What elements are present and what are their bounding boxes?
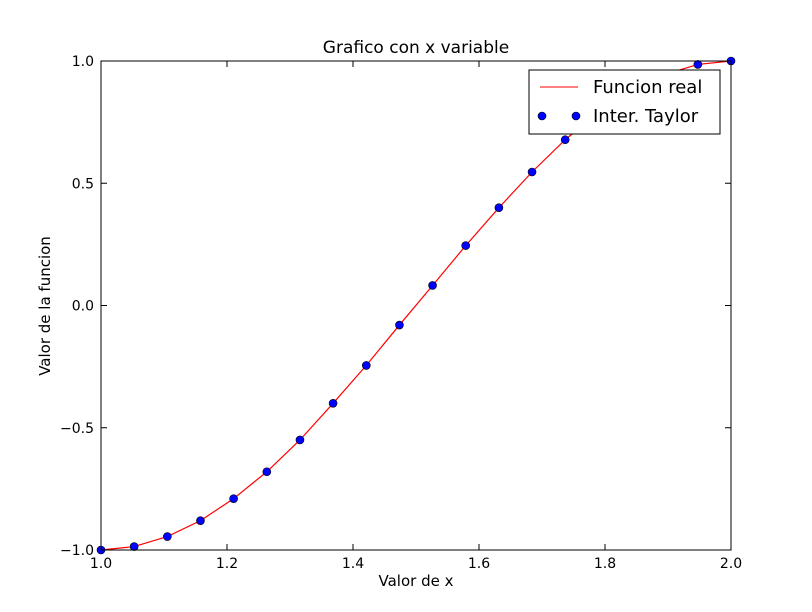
data-point-inter-taylor [461,241,471,250]
series-marker-layer [96,56,736,555]
y-tick-label: −0.5 [60,421,94,437]
x-tick-label: 1.6 [468,556,490,572]
data-point-inter-taylor [129,542,139,551]
y-tick-label: −1.0 [60,543,94,559]
tick-layer: 1.0 1.2 1.4 1.6 1.8 2.0 −1.0 −0.5 0.0 0.5 1.0 [60,54,742,572]
data-point-inter-taylor [295,435,305,445]
chart-title: Grafico con x variable [323,38,509,58]
data-point-inter-taylor [527,167,537,177]
legend-label-inter-taylor: Inter. Taylor [593,106,699,127]
y-tick-label: 1.0 [72,54,94,70]
x-tick-label: 2.0 [720,556,742,572]
x-tick-label: 1.4 [342,556,364,572]
y-axis-label: Valor de la funcion [36,236,54,376]
data-point-inter-taylor [229,494,238,503]
y-tick-label: 0.0 [72,299,94,315]
data-point-inter-taylor [428,281,437,290]
legend-marker-inter-taylor-2 [571,111,581,121]
data-point-inter-taylor [262,467,272,477]
data-point-inter-taylor [395,320,404,330]
data-point-inter-taylor [196,516,205,525]
x-tick-label: 1.8 [594,556,616,572]
data-point-inter-taylor [163,532,172,541]
legend-box [528,69,721,135]
data-point-inter-taylor [328,398,338,408]
legend: Funcion real Inter. Taylor [528,69,721,135]
x-axis-label: Valor de x [379,572,454,590]
legend-label-funcion-real: Funcion real [593,77,702,98]
data-point-inter-taylor [494,203,504,212]
y-tick-label: 0.5 [72,176,94,192]
x-tick-label: 1.0 [90,556,112,572]
x-tick-label: 1.2 [216,556,238,572]
data-point-inter-taylor [361,361,371,370]
data-point-inter-taylor [560,135,570,145]
legend-marker-inter-taylor-1 [537,111,547,121]
data-point-inter-taylor [693,60,703,69]
